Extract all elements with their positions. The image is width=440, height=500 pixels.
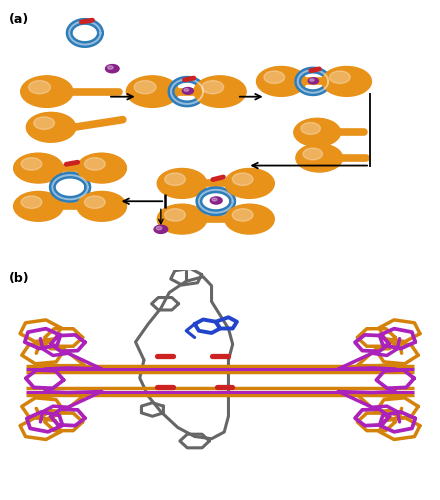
Circle shape <box>322 66 371 96</box>
Circle shape <box>310 78 314 82</box>
Circle shape <box>294 118 341 146</box>
Circle shape <box>330 71 350 84</box>
Circle shape <box>134 80 156 94</box>
Circle shape <box>14 153 63 183</box>
Circle shape <box>165 208 185 221</box>
Circle shape <box>157 168 207 198</box>
Circle shape <box>232 208 253 221</box>
Circle shape <box>308 78 319 84</box>
Circle shape <box>21 76 73 108</box>
Circle shape <box>21 196 42 208</box>
Circle shape <box>14 192 63 222</box>
Text: (b): (b) <box>9 272 29 285</box>
Circle shape <box>84 158 105 170</box>
Circle shape <box>154 225 168 234</box>
Circle shape <box>225 168 274 198</box>
Circle shape <box>77 153 126 183</box>
Circle shape <box>106 64 119 72</box>
Circle shape <box>212 198 217 201</box>
Circle shape <box>264 71 285 84</box>
Circle shape <box>210 197 222 204</box>
Circle shape <box>126 76 179 108</box>
Circle shape <box>232 173 253 186</box>
Circle shape <box>84 196 105 208</box>
Circle shape <box>157 204 207 234</box>
Circle shape <box>301 122 320 134</box>
Circle shape <box>29 80 51 94</box>
Circle shape <box>257 66 306 96</box>
Circle shape <box>183 88 194 94</box>
Circle shape <box>202 80 224 94</box>
Circle shape <box>165 173 185 186</box>
Circle shape <box>34 117 55 130</box>
Circle shape <box>77 192 126 222</box>
Circle shape <box>225 204 274 234</box>
Circle shape <box>194 76 246 108</box>
Circle shape <box>26 112 76 142</box>
Circle shape <box>156 226 162 230</box>
Circle shape <box>296 144 343 172</box>
Circle shape <box>21 158 42 170</box>
Circle shape <box>107 66 113 69</box>
Circle shape <box>303 148 323 160</box>
Text: (a): (a) <box>9 12 29 26</box>
Circle shape <box>184 88 189 92</box>
